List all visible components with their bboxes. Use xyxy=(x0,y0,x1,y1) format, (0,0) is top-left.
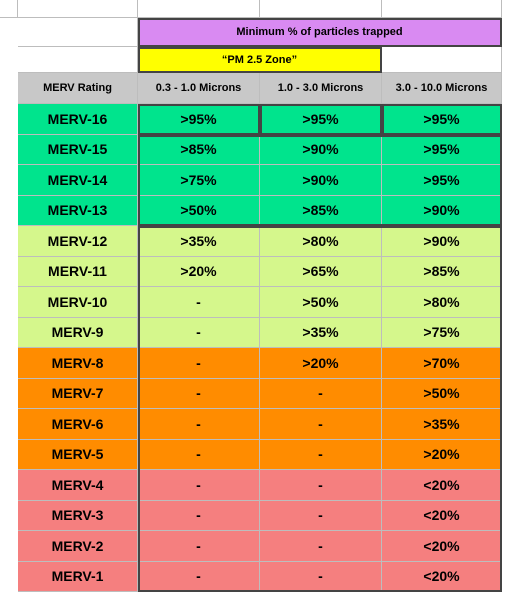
efficiency-cell: - xyxy=(260,561,382,592)
efficiency-cell: >95% xyxy=(382,104,502,135)
empty-cell xyxy=(382,0,502,18)
efficiency-cell: - xyxy=(138,378,260,409)
empty-cell xyxy=(138,0,260,18)
efficiency-cell: >80% xyxy=(382,287,502,318)
efficiency-cell: - xyxy=(138,531,260,562)
merv-rating: MERV-12 xyxy=(18,226,138,257)
efficiency-cell: >35% xyxy=(138,226,260,257)
efficiency-cell: >90% xyxy=(382,195,502,226)
efficiency-cell: >35% xyxy=(382,409,502,440)
efficiency-cell: - xyxy=(138,317,260,348)
merv-rating: MERV-9 xyxy=(18,317,138,348)
efficiency-cell: >75% xyxy=(138,165,260,196)
efficiency-cell: >20% xyxy=(382,439,502,470)
efficiency-cell: >75% xyxy=(382,317,502,348)
efficiency-cell: >65% xyxy=(260,256,382,287)
efficiency-cell: >50% xyxy=(138,195,260,226)
empty-cell xyxy=(18,47,138,73)
efficiency-cell: >95% xyxy=(382,165,502,196)
efficiency-cell: >20% xyxy=(260,348,382,379)
efficiency-cell: >50% xyxy=(382,378,502,409)
merv-rating: MERV-11 xyxy=(18,256,138,287)
merv-rating: MERV-13 xyxy=(18,195,138,226)
efficiency-cell: >90% xyxy=(260,165,382,196)
efficiency-cell: >35% xyxy=(260,317,382,348)
efficiency-cell: - xyxy=(138,348,260,379)
efficiency-cell: >20% xyxy=(138,256,260,287)
empty-cell xyxy=(382,47,502,73)
efficiency-cell: >80% xyxy=(260,226,382,257)
merv-rating: MERV-15 xyxy=(18,134,138,165)
efficiency-cell: - xyxy=(260,378,382,409)
efficiency-cell: <20% xyxy=(382,470,502,501)
merv-rating: MERV-3 xyxy=(18,500,138,531)
empty-cell xyxy=(18,18,138,47)
efficiency-cell: <20% xyxy=(382,561,502,592)
merv-rating: MERV-10 xyxy=(18,287,138,318)
empty-cell xyxy=(0,0,18,18)
merv-rating: MERV-4 xyxy=(18,470,138,501)
merv-rating: MERV-7 xyxy=(18,378,138,409)
efficiency-cell: >95% xyxy=(260,104,382,135)
zone-label: “PM 2.5 Zone” xyxy=(138,47,382,73)
efficiency-cell: - xyxy=(138,470,260,501)
efficiency-cell: - xyxy=(260,531,382,562)
efficiency-cell: >90% xyxy=(260,134,382,165)
merv-rating: MERV-5 xyxy=(18,439,138,470)
efficiency-cell: - xyxy=(138,439,260,470)
efficiency-cell: - xyxy=(260,439,382,470)
efficiency-cell: - xyxy=(260,500,382,531)
empty-cell xyxy=(260,0,382,18)
column-header: 3.0 - 10.0 Microns xyxy=(382,73,502,104)
column-header: MERV Rating xyxy=(18,73,138,104)
efficiency-cell: >50% xyxy=(260,287,382,318)
efficiency-cell: >85% xyxy=(138,134,260,165)
merv-rating: MERV-8 xyxy=(18,348,138,379)
efficiency-cell: >70% xyxy=(382,348,502,379)
efficiency-cell: <20% xyxy=(382,500,502,531)
empty-cell xyxy=(18,0,138,18)
column-header: 1.0 - 3.0 Microns xyxy=(260,73,382,104)
merv-rating: MERV-1 xyxy=(18,561,138,592)
efficiency-cell: - xyxy=(138,409,260,440)
merv-rating: MERV-6 xyxy=(18,409,138,440)
efficiency-cell: - xyxy=(138,287,260,318)
header-title: Minimum % of particles trapped xyxy=(138,18,502,47)
efficiency-cell: - xyxy=(138,561,260,592)
efficiency-cell: >90% xyxy=(382,226,502,257)
efficiency-cell: <20% xyxy=(382,531,502,562)
efficiency-cell: >85% xyxy=(382,256,502,287)
efficiency-cell: >95% xyxy=(138,104,260,135)
efficiency-cell: - xyxy=(260,470,382,501)
merv-rating: MERV-14 xyxy=(18,165,138,196)
merv-rating: MERV-2 xyxy=(18,531,138,562)
efficiency-cell: - xyxy=(138,500,260,531)
merv-rating: MERV-16 xyxy=(18,104,138,135)
efficiency-cell: - xyxy=(260,409,382,440)
efficiency-cell: >85% xyxy=(260,195,382,226)
efficiency-cell: >95% xyxy=(382,134,502,165)
column-header: 0.3 - 1.0 Microns xyxy=(138,73,260,104)
